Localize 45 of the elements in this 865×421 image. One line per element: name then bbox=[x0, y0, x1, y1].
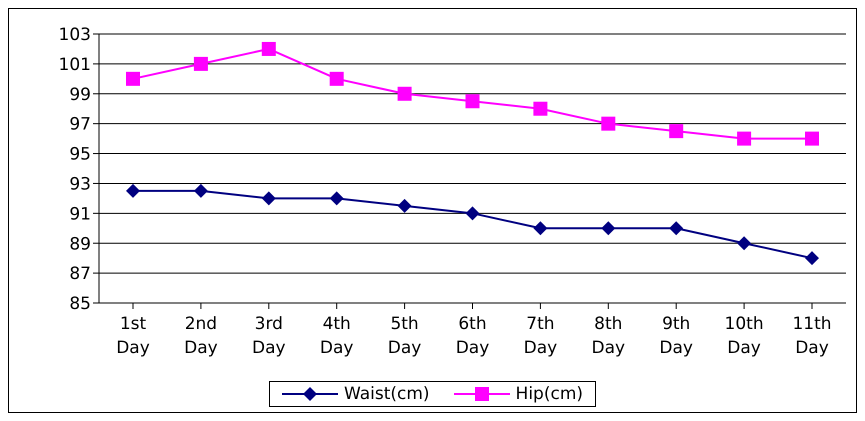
x-tick-label: 10th Day bbox=[724, 314, 764, 358]
point bbox=[466, 206, 480, 220]
y-tick-label: 95 bbox=[69, 144, 91, 165]
x-tick-label: 3rd Day bbox=[252, 314, 286, 358]
point bbox=[601, 221, 616, 236]
x-tick-label: 9th Day bbox=[659, 314, 693, 358]
x-tick-label: 11th Day bbox=[792, 314, 832, 358]
y-tick-label: 89 bbox=[69, 234, 91, 254]
point bbox=[805, 251, 819, 266]
point bbox=[126, 184, 140, 198]
legend-label: Waist(cm) bbox=[342, 384, 430, 404]
y-tick-label: 91 bbox=[69, 204, 91, 224]
point bbox=[194, 184, 208, 198]
point bbox=[262, 191, 276, 206]
y-tick-label: 99 bbox=[69, 84, 91, 105]
point bbox=[533, 102, 548, 116]
point bbox=[669, 221, 684, 236]
y-tick-label: 93 bbox=[69, 174, 91, 194]
x-tick-label: 6th Day bbox=[456, 314, 490, 358]
x-tick-label: 8th Day bbox=[592, 314, 626, 358]
y-tick-label: 101 bbox=[58, 54, 91, 75]
y-tick-label: 103 bbox=[58, 25, 91, 46]
y-tick-label: 97 bbox=[69, 114, 91, 135]
point bbox=[805, 132, 819, 146]
point bbox=[330, 191, 344, 206]
point bbox=[737, 132, 752, 146]
x-tick-label: 5th Day bbox=[388, 314, 422, 358]
point bbox=[330, 72, 344, 86]
point bbox=[398, 198, 412, 213]
point bbox=[194, 56, 208, 71]
point bbox=[601, 116, 616, 131]
point bbox=[466, 94, 480, 108]
y-tick-label: 87 bbox=[69, 264, 91, 284]
x-tick-label: 7th Day bbox=[524, 314, 558, 358]
point bbox=[533, 221, 548, 236]
point bbox=[262, 42, 276, 56]
x-tick-label: 2nd Day bbox=[184, 314, 218, 358]
point bbox=[126, 72, 140, 86]
point bbox=[737, 236, 752, 250]
y-tick-label: 85 bbox=[69, 294, 91, 314]
point bbox=[398, 86, 412, 101]
legend-label: Hip(cm) bbox=[514, 384, 584, 404]
point bbox=[669, 124, 684, 138]
x-tick-label: 4th Day bbox=[320, 314, 354, 358]
x-tick-label: 1st Day bbox=[116, 314, 150, 358]
